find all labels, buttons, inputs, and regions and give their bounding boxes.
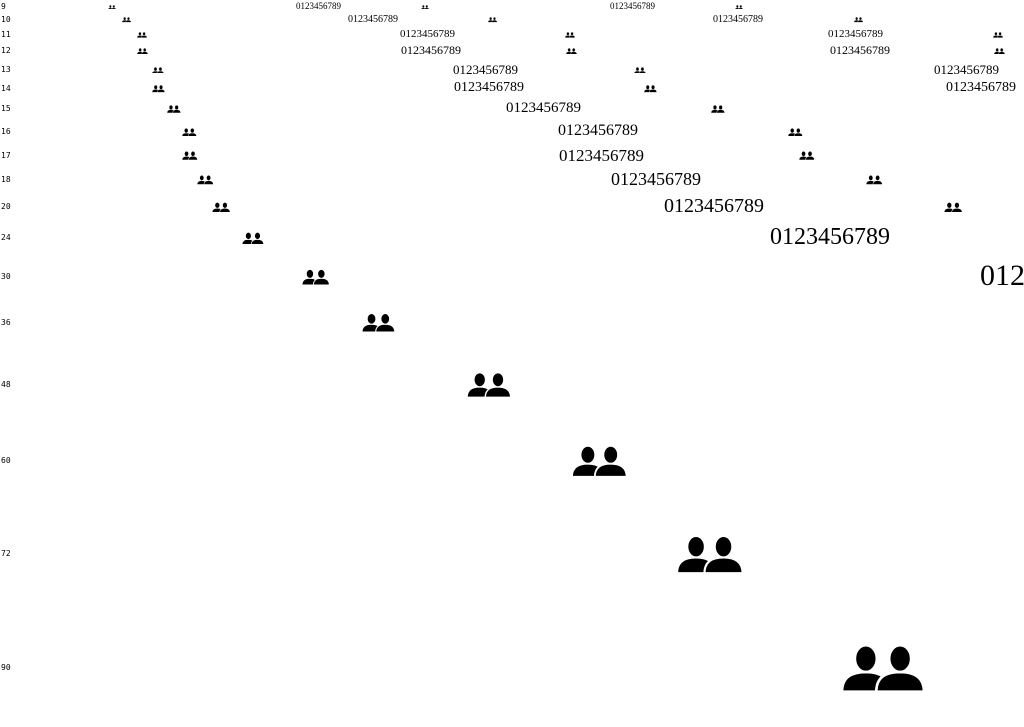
users-icon bbox=[854, 17, 864, 23]
users-icon bbox=[634, 66, 647, 74]
size-label: 20 bbox=[1, 202, 11, 211]
users-icon bbox=[842, 644, 926, 692]
users-icon bbox=[572, 445, 628, 477]
users-icon bbox=[152, 66, 165, 74]
users-icon bbox=[566, 47, 578, 55]
users-icon bbox=[994, 47, 1006, 55]
users-icon bbox=[421, 4, 430, 10]
size-label: 17 bbox=[1, 151, 11, 160]
users-icon bbox=[788, 127, 803, 137]
digit-sample: 0123456789 bbox=[934, 61, 999, 77]
size-label: 13 bbox=[1, 65, 11, 74]
users-icon bbox=[644, 85, 657, 93]
size-label: 30 bbox=[1, 272, 11, 281]
digit-sample: 0123456789 bbox=[946, 80, 1016, 96]
size-label: 72 bbox=[1, 549, 11, 558]
digit-sample: 0123456789 bbox=[770, 223, 890, 250]
users-icon bbox=[137, 47, 149, 55]
users-icon bbox=[711, 105, 725, 114]
size-label: 15 bbox=[1, 104, 11, 113]
digit-sample: 0123456789 bbox=[611, 169, 701, 190]
size-label: 16 bbox=[1, 127, 11, 136]
users-icon bbox=[866, 175, 883, 185]
users-icon bbox=[197, 175, 214, 185]
users-icon bbox=[944, 201, 963, 213]
digit-sample: 0123456789 bbox=[830, 43, 890, 58]
users-icon bbox=[467, 372, 512, 398]
size-label: 9 bbox=[1, 2, 6, 11]
users-icon bbox=[167, 105, 181, 114]
digit-sample: 0123456789 bbox=[348, 13, 398, 25]
digit-sample: 0123456789 bbox=[296, 1, 341, 12]
size-label: 90 bbox=[1, 663, 11, 672]
digit-sample: 0123456789 bbox=[558, 122, 638, 140]
size-label: 10 bbox=[1, 15, 11, 24]
digit-sample: 0123456789 bbox=[664, 195, 764, 217]
size-label: 11 bbox=[1, 30, 11, 39]
users-icon bbox=[108, 4, 117, 10]
size-label: 36 bbox=[1, 318, 11, 327]
users-icon bbox=[362, 313, 396, 333]
users-icon bbox=[302, 269, 330, 285]
digit-sample: 0123456789 bbox=[506, 99, 581, 116]
users-icon bbox=[182, 151, 198, 161]
digit-sample: 0123456789 bbox=[610, 1, 655, 12]
users-icon bbox=[565, 32, 576, 38]
users-icon bbox=[488, 17, 498, 23]
size-label: 14 bbox=[1, 84, 11, 93]
users-icon bbox=[212, 201, 231, 213]
digit-sample: 0123456789 bbox=[453, 61, 518, 77]
size-label: 48 bbox=[1, 380, 11, 389]
size-label: 60 bbox=[1, 456, 11, 465]
users-icon bbox=[122, 17, 132, 23]
users-icon bbox=[735, 4, 744, 10]
digit-sample: 0123456789 bbox=[559, 145, 644, 165]
users-icon bbox=[993, 32, 1004, 38]
digit-sample: 0123456789 bbox=[401, 43, 461, 58]
digit-sample: 0123456789 bbox=[454, 80, 524, 96]
digit-sample: 0123456789 bbox=[980, 258, 1024, 292]
users-icon bbox=[152, 85, 165, 93]
digit-sample: 0123456789 bbox=[713, 13, 763, 25]
size-label: 12 bbox=[1, 46, 11, 55]
users-icon bbox=[182, 127, 197, 137]
users-icon bbox=[799, 151, 815, 161]
users-icon bbox=[677, 534, 744, 574]
size-label: 18 bbox=[1, 175, 11, 184]
users-icon bbox=[242, 231, 265, 245]
digit-sample: 0123456789 bbox=[400, 27, 455, 40]
users-icon bbox=[137, 32, 148, 38]
digit-sample: 0123456789 bbox=[828, 27, 883, 40]
size-label: 24 bbox=[1, 233, 11, 242]
